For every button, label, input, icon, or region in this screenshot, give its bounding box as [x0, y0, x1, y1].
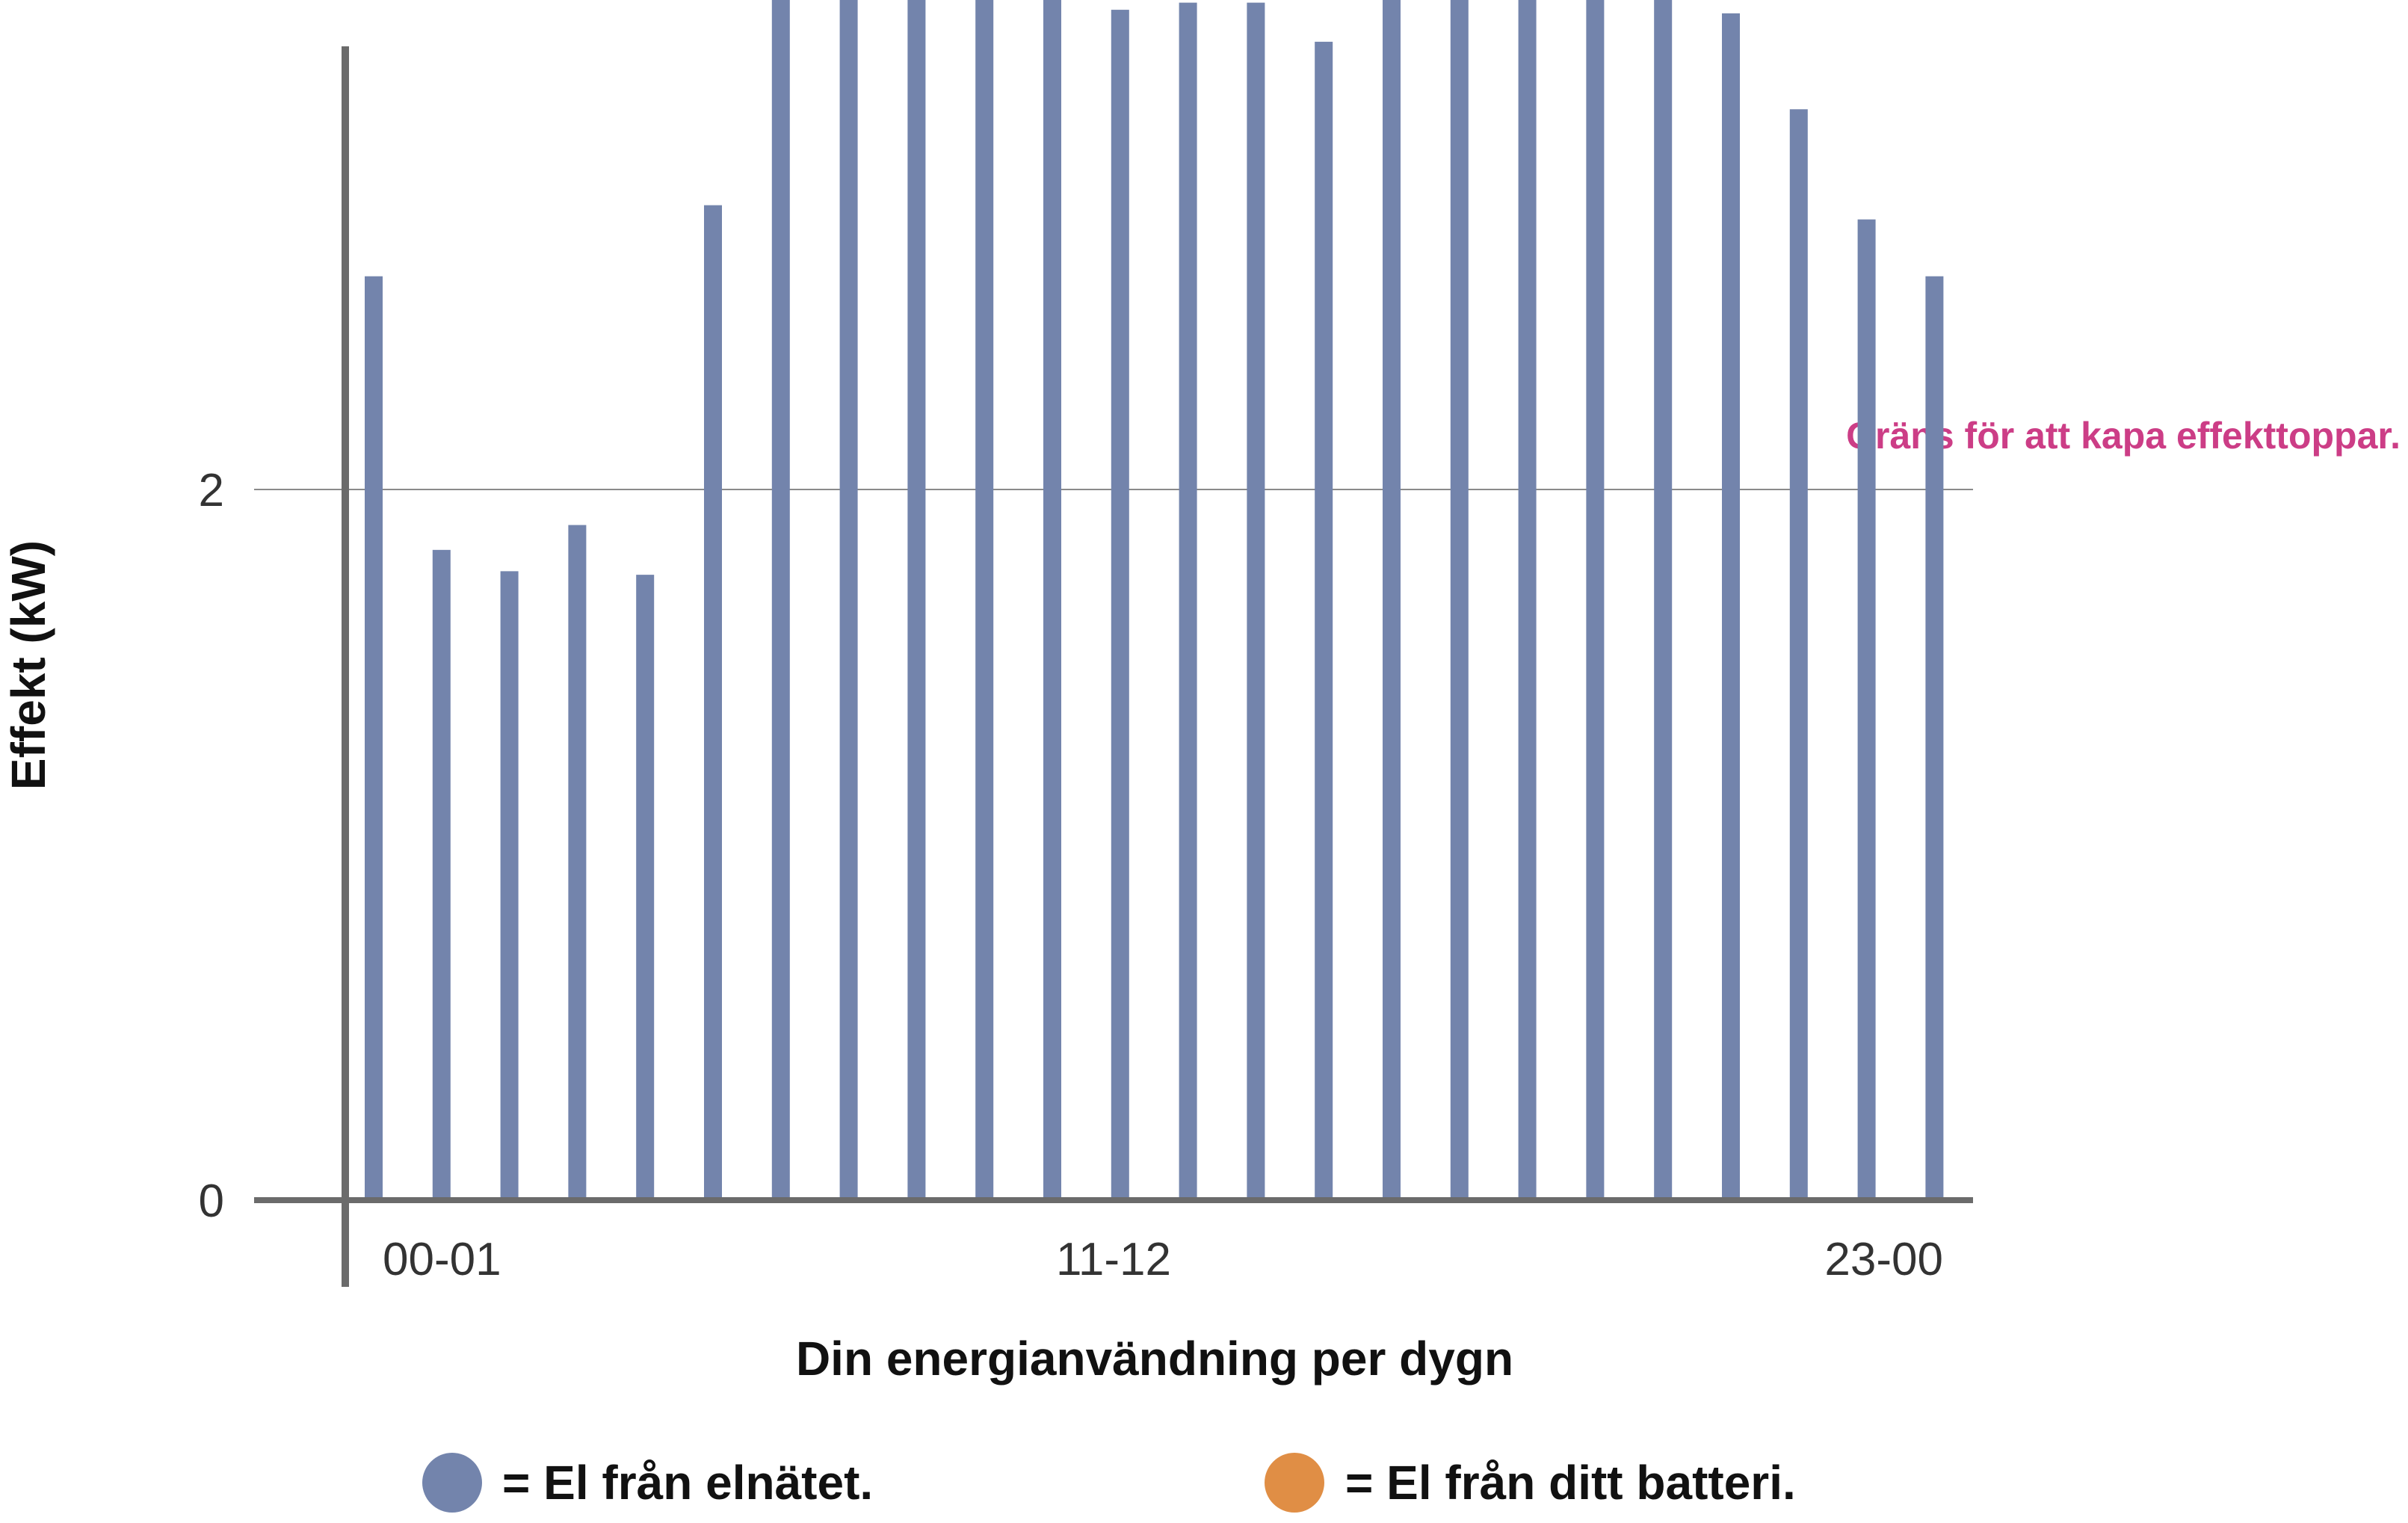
bar-grid — [365, 276, 383, 1201]
legend-label-grid: = El från elnätet. — [502, 1456, 873, 1510]
bar-grid — [771, 0, 790, 1201]
bar-grid — [1450, 0, 1469, 1200]
x-tick-label: 00-01 — [383, 1234, 501, 1285]
bar-grid — [1043, 0, 1061, 1200]
bar-grid — [1722, 13, 1740, 1201]
bar-grid — [1518, 0, 1537, 1200]
y-tick-labels: 0246 — [199, 465, 224, 1227]
bar-grid — [1586, 0, 1605, 1200]
legend-label-battery: = El från ditt batteri. — [1345, 1456, 1796, 1510]
y-tick-label: 0 — [199, 1176, 224, 1227]
bar-grid — [839, 0, 858, 1200]
x-tick-labels: 00-01 11-12 23-00 — [383, 1234, 1943, 1285]
y-tick-label: 2 — [199, 465, 224, 516]
bar-grid — [1247, 2, 1265, 1201]
bars — [365, 0, 1944, 1201]
x-tick-label: 23-00 — [1824, 1234, 1943, 1285]
legend: = El från elnätet. = El från ditt batter… — [422, 1453, 1796, 1513]
bar-grid — [1789, 109, 1808, 1201]
axes — [254, 46, 1973, 1287]
bar-grid — [1925, 276, 1944, 1201]
bar-grid — [1315, 41, 1333, 1201]
bar-grid — [907, 0, 926, 1200]
bar-grid — [1654, 0, 1673, 1200]
bar-grid — [500, 571, 519, 1200]
x-axis-title: Din energianvändning per dygn — [796, 1332, 1513, 1385]
bar-grid — [432, 549, 451, 1200]
x-tick-label: 11-12 — [1056, 1234, 1171, 1285]
bar-grid — [568, 525, 587, 1200]
bar-grid — [1179, 2, 1197, 1201]
bar-grid — [1383, 0, 1401, 1201]
bar-grid — [636, 575, 655, 1200]
bar-grid — [1857, 219, 1876, 1200]
bar-grid — [975, 0, 994, 1200]
legend-marker-battery — [1265, 1453, 1324, 1513]
legend-marker-grid — [422, 1453, 482, 1513]
bar-grid — [704, 205, 722, 1201]
y-axis-title: Effekt (kW) — [1, 540, 55, 790]
bar-grid — [1111, 10, 1129, 1201]
